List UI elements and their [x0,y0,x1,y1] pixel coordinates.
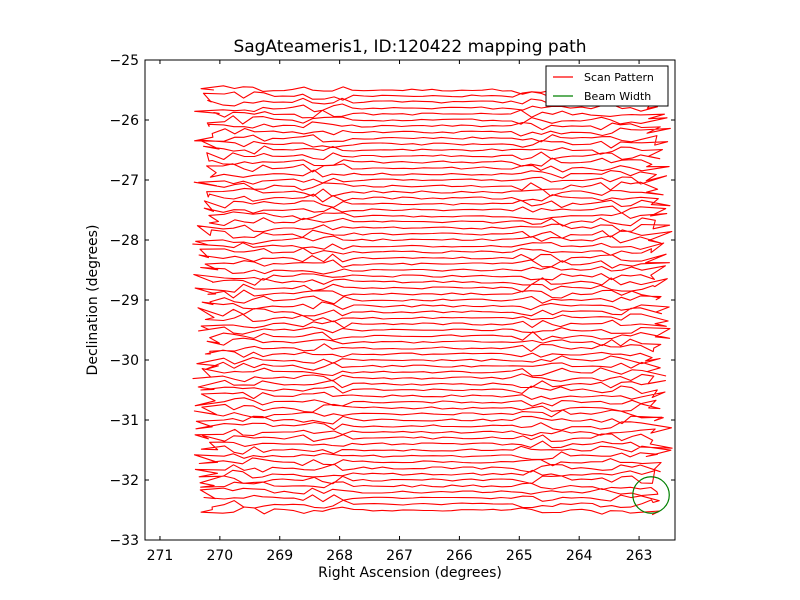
legend-label-beam-width: Beam Width [584,90,651,103]
axis-ticks: 271 270 269 268 267 266 265 264 263 −25 −26 −27 −28 −… [109,53,675,564]
legend-label-scan-pattern: Scan Pattern [584,71,654,84]
y-tick-label: −26 [109,113,139,129]
x-tick-label: 266 [446,548,473,564]
y-tick-label: −28 [109,233,139,249]
x-axis-label: Right Ascension (degrees) [318,565,502,581]
x-tick-label: 271 [147,548,174,564]
x-tick-label: 269 [266,548,293,564]
y-tick-label: −27 [109,173,139,189]
x-tick-label: 267 [386,548,413,564]
y-tick-label: −29 [109,293,139,309]
y-tick-label: −25 [109,53,139,69]
legend: Scan Pattern Beam Width [545,65,669,107]
y-tick-label: −32 [109,473,139,489]
scan-pattern-series [192,85,673,516]
legend-box [545,65,669,107]
x-tick-label: 270 [206,548,233,564]
x-tick-label: 264 [566,548,593,564]
chart-title: SagAteameris1, ID:120422 mapping path [233,37,586,57]
scan-pattern-path [192,85,673,516]
x-tick-label: 268 [326,548,353,564]
beam-width-circle [632,476,670,514]
y-tick-label: −31 [109,413,139,429]
x-tick-label: 263 [626,548,653,564]
y-tick-label: −30 [109,353,139,369]
beam-width-series [632,476,670,514]
x-tick-label: 265 [506,548,533,564]
y-tick-label: −33 [109,533,139,549]
y-axis-label: Declination (degrees) [85,225,101,376]
